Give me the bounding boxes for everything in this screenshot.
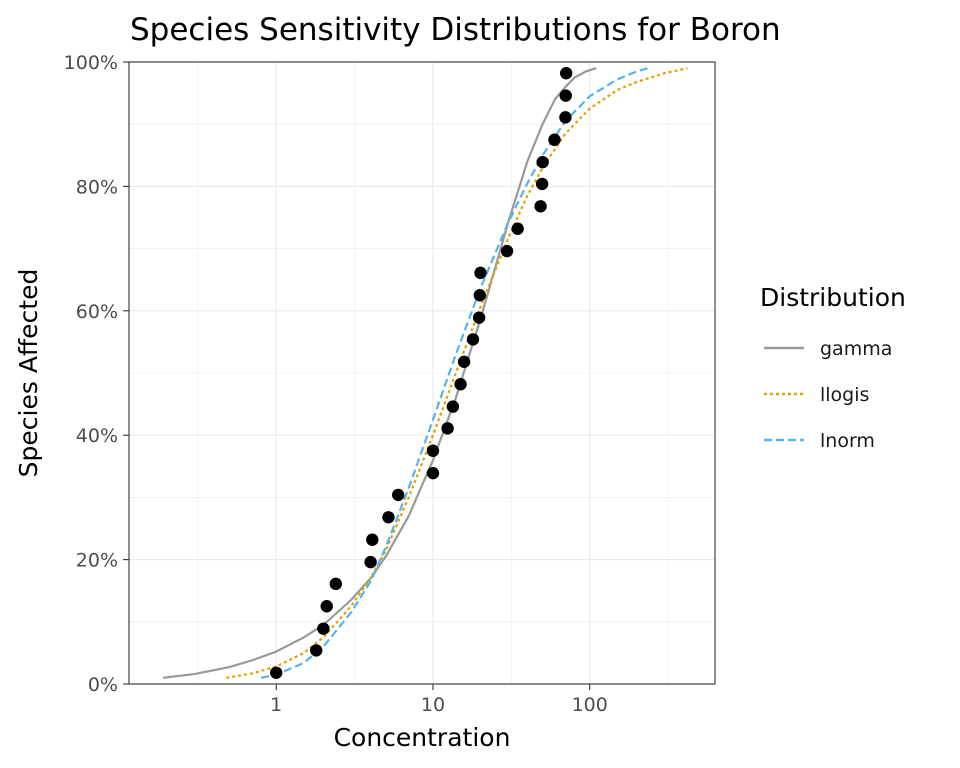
data-point	[426, 444, 440, 457]
panel-border	[128, 61, 716, 685]
y-tick-label: 60%	[76, 301, 118, 323]
data-point	[446, 400, 460, 413]
grid	[129, 61, 715, 685]
data-point	[473, 289, 487, 302]
legend-label-gamma: gamma	[820, 338, 892, 360]
data-point	[500, 244, 514, 258]
data-point	[392, 488, 405, 502]
data-point	[366, 533, 379, 546]
series-lines	[163, 67, 688, 679]
y-tick-label: 40%	[76, 425, 118, 447]
legend-items: gamma llogis lnorm	[764, 338, 892, 452]
data-point	[320, 600, 333, 613]
y-tick-label: 20%	[76, 550, 118, 572]
x-axis-title: Concentration	[334, 723, 511, 752]
legend-title: Distribution	[760, 283, 906, 312]
data-point	[457, 355, 471, 368]
legend-item-llogis: llogis	[764, 384, 869, 406]
chart-title: Species Sensitivity Distributions for Bo…	[130, 12, 781, 48]
plot-panel	[128, 61, 716, 685]
data-point	[270, 666, 283, 679]
data-points	[270, 67, 573, 679]
data-point	[559, 111, 572, 124]
series-line-llogis	[226, 67, 688, 679]
data-point	[426, 466, 440, 480]
data-point	[536, 155, 549, 169]
data-point	[466, 333, 480, 346]
x-tick-label: 100	[572, 694, 608, 716]
data-point	[474, 266, 487, 280]
y-tick-label: 0%	[88, 674, 118, 696]
data-point	[441, 422, 454, 435]
legend: Distribution gamma llogis lnorm	[760, 283, 906, 452]
data-point	[454, 378, 467, 391]
data-point	[534, 200, 547, 213]
data-point	[310, 644, 323, 657]
series-line-gamma	[163, 67, 597, 679]
legend-item-gamma: gamma	[764, 338, 892, 360]
legend-item-lnorm: lnorm	[764, 430, 875, 452]
data-point	[559, 89, 572, 102]
x-tick-label: 1	[270, 694, 282, 716]
data-point	[472, 311, 486, 324]
series-line-lnorm	[260, 67, 649, 679]
data-point	[364, 555, 377, 569]
data-point	[535, 177, 549, 191]
legend-label-llogis: llogis	[820, 384, 869, 406]
data-point	[382, 511, 395, 524]
data-point	[317, 622, 330, 635]
data-point	[560, 67, 573, 80]
data-point	[329, 577, 343, 591]
y-tick-label: 80%	[76, 176, 118, 198]
x-tick-label: 10	[421, 694, 445, 716]
y-tick-label: 100%	[64, 52, 118, 74]
axes: 1 10 100 0% 20% 40% 60% 80% 100%	[64, 52, 608, 716]
legend-label-lnorm: lnorm	[820, 430, 875, 452]
y-axis-title: Species Affected	[14, 269, 43, 478]
data-point	[548, 133, 561, 146]
data-point	[511, 222, 524, 235]
